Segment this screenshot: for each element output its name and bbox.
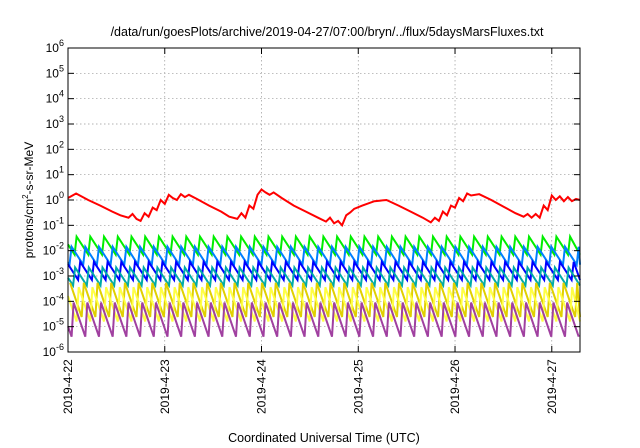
series-layer [67, 188, 581, 338]
y-tick-label: 101 [46, 165, 64, 182]
y-tick-label: 10-6 [43, 342, 64, 359]
series-line [67, 259, 581, 283]
x-tick-label: 2019-4-25 [351, 359, 365, 414]
chart-title: /data/run/goesPlots/archive/2019-04-27/0… [111, 25, 544, 39]
ticks: 10-6 10-5 10-4 10-3 10-2 10-1 100 101 102 103 104 1… [43, 38, 580, 414]
y-tick-label: 10-1 [43, 215, 64, 232]
series-line [67, 302, 580, 338]
y-tick-label: 100 [46, 190, 64, 207]
x-axis-label: Coordinated Universal Time (UTC) [228, 431, 420, 445]
y-tick-label: 10-5 [43, 317, 64, 334]
y-tick-label: 104 [46, 89, 64, 106]
x-tick-label: 2019-4-24 [255, 359, 269, 414]
x-tick-label: 2019-4-26 [448, 359, 462, 414]
x-tick-label: 2019-4-22 [61, 359, 75, 414]
y-tick-label: 105 [46, 63, 64, 80]
y-tick-label: 106 [46, 38, 64, 55]
series-line [67, 286, 581, 322]
series-line [67, 243, 581, 268]
y-tick-label: 102 [46, 139, 64, 156]
series-line [67, 233, 581, 258]
x-tick-label: 2019-4-27 [545, 359, 559, 414]
y-tick-label: 103 [46, 114, 64, 131]
y-axis-label: protons/cm2-s-sr-MeV [21, 142, 36, 258]
y-tick-label: 10-4 [43, 291, 64, 308]
x-tick-label: 2019-4-23 [158, 359, 172, 414]
series-line [67, 188, 581, 228]
y-tick-label: 10-2 [43, 241, 64, 258]
y-tick-label: 10-3 [43, 266, 64, 283]
series-line [67, 264, 581, 289]
